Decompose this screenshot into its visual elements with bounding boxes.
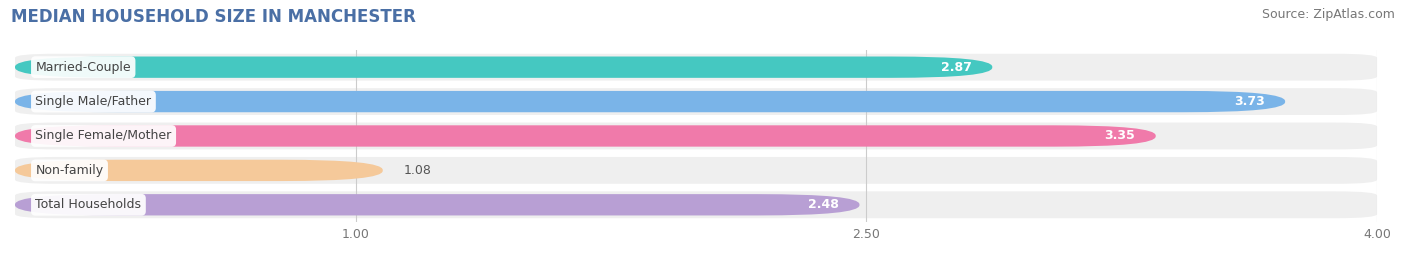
Text: Total Households: Total Households	[35, 198, 142, 211]
FancyBboxPatch shape	[15, 125, 1156, 147]
FancyBboxPatch shape	[15, 191, 1376, 218]
FancyBboxPatch shape	[15, 160, 382, 181]
FancyBboxPatch shape	[15, 123, 1376, 149]
FancyBboxPatch shape	[15, 91, 1285, 112]
Text: Single Male/Father: Single Male/Father	[35, 95, 152, 108]
Text: Single Female/Mother: Single Female/Mother	[35, 129, 172, 143]
FancyBboxPatch shape	[15, 54, 1376, 81]
Text: Married-Couple: Married-Couple	[35, 61, 131, 74]
Text: MEDIAN HOUSEHOLD SIZE IN MANCHESTER: MEDIAN HOUSEHOLD SIZE IN MANCHESTER	[11, 8, 416, 26]
Text: 1.08: 1.08	[404, 164, 432, 177]
FancyBboxPatch shape	[15, 56, 993, 78]
Text: 2.87: 2.87	[941, 61, 972, 74]
FancyBboxPatch shape	[15, 157, 1376, 184]
FancyBboxPatch shape	[15, 194, 859, 215]
Text: Source: ZipAtlas.com: Source: ZipAtlas.com	[1261, 8, 1395, 21]
Text: 3.35: 3.35	[1105, 129, 1135, 143]
Text: Non-family: Non-family	[35, 164, 104, 177]
Text: 2.48: 2.48	[808, 198, 839, 211]
Text: 3.73: 3.73	[1234, 95, 1264, 108]
FancyBboxPatch shape	[15, 88, 1376, 115]
